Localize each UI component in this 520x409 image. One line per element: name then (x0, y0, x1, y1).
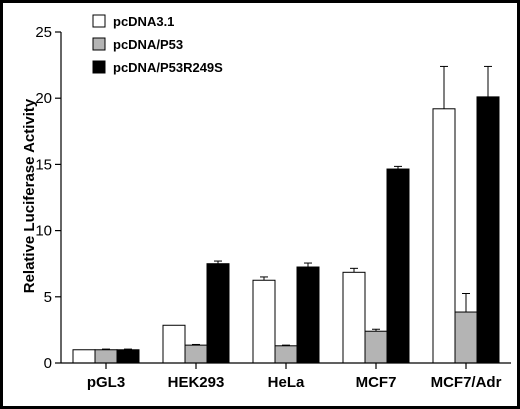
legend-label: pcDNA3.1 (113, 14, 174, 29)
legend: pcDNA3.1 pcDNA/P53 pcDNA/P53R249S (92, 14, 223, 75)
x-axis: pGL3 HEK293 HeLa MCF7 MCF7/Adr (61, 362, 511, 391)
x-tick-label: HeLa (268, 374, 305, 391)
legend-swatch (92, 60, 106, 74)
bar (476, 96, 500, 364)
bars (72, 65, 500, 364)
legend-swatch (92, 14, 106, 28)
y-tick-label: 25 (35, 24, 52, 41)
y-tick-label: 0 (44, 355, 52, 372)
legend-label: pcDNA/P53R249S (113, 60, 223, 75)
bar (206, 263, 230, 364)
y-tick-label: 20 (35, 90, 52, 107)
x-tick-label: MCF7/Adr (431, 374, 502, 391)
y-axis: 0 5 10 15 20 25 (35, 24, 62, 372)
bar (432, 108, 456, 364)
legend-label: pcDNA/P53 (113, 37, 183, 52)
bar (184, 344, 208, 364)
bar (364, 330, 388, 364)
y-tick-label: 10 (35, 223, 52, 240)
bar (116, 349, 140, 364)
bar (386, 168, 410, 364)
bar (342, 271, 366, 364)
y-axis-label: Relative Luciferase Activity (21, 98, 38, 293)
bar (296, 266, 320, 364)
bar (94, 349, 118, 364)
bar (454, 311, 478, 364)
bar (274, 345, 298, 364)
y-tick-label: 5 (44, 289, 52, 306)
bar (72, 349, 96, 364)
x-tick-label: pGL3 (87, 374, 125, 391)
x-tick-label: MCF7 (356, 374, 397, 391)
x-tick-label: HEK293 (168, 374, 225, 391)
legend-swatch (92, 37, 106, 51)
y-tick-label: 15 (35, 156, 52, 173)
bar-chart: 0 5 10 15 20 25 pGL3 HEK293 HeLa MCF7 MCF7/Adr Re… (21, 14, 511, 391)
bar (252, 279, 276, 364)
bar (162, 324, 186, 364)
